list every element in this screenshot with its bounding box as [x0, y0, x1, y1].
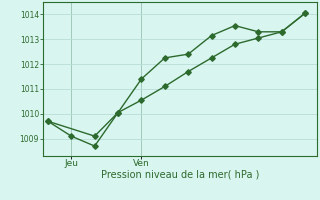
X-axis label: Pression niveau de la mer( hPa ): Pression niveau de la mer( hPa )	[101, 169, 259, 179]
